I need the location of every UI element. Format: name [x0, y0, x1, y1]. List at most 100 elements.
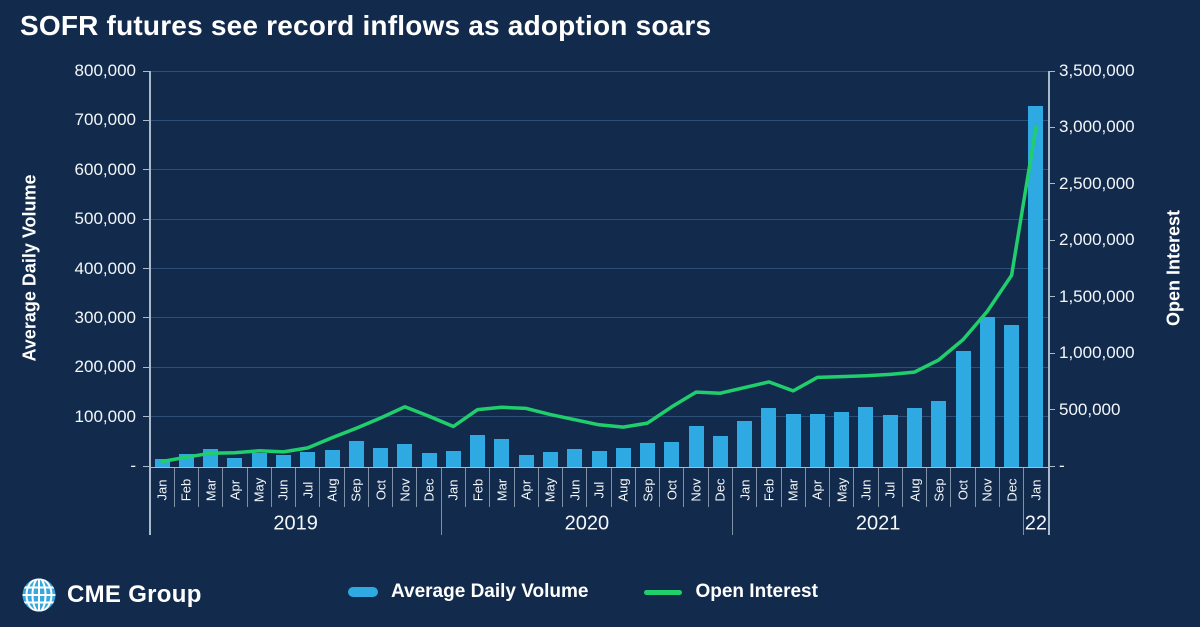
y-axis-left-tick [143, 366, 150, 368]
x-label-2020-Jan: Jan [445, 479, 461, 501]
page-title: SOFR futures see record inflows as adopt… [20, 10, 712, 41]
bar-2019-Sep [348, 441, 364, 467]
bar-2021-Apr [809, 413, 825, 467]
y-axis-left-tick-label: 100,000 [74, 406, 136, 426]
month-separator [877, 468, 879, 507]
legend-item-open-interest: Open Interest [644, 581, 818, 603]
month-separator [780, 468, 782, 507]
month-separator [513, 468, 515, 507]
month-separator [173, 468, 175, 507]
month-separator [537, 468, 539, 507]
month-separator [707, 468, 709, 507]
y-axis-right-tick-label: 500,000 [1059, 399, 1121, 419]
y-axis-left-tick-label: - [130, 456, 136, 475]
y-axis-right-line [1048, 71, 1050, 535]
month-separator [222, 468, 224, 507]
gridline [150, 366, 1048, 368]
month-separator [392, 468, 394, 507]
bar-2019-Mar [203, 448, 219, 467]
y-axis-right-tick [1048, 70, 1055, 72]
month-separator [804, 468, 806, 507]
y-axis-left-tick-label: 800,000 [74, 61, 136, 80]
y-axis-left-tick [143, 268, 150, 269]
bar-2021-Jul [882, 414, 898, 467]
y-axis-right-tick [1048, 465, 1055, 467]
x-label-2020-Nov: Nov [688, 478, 704, 502]
year-separator [731, 468, 733, 535]
bar-2019-May [251, 452, 267, 467]
y-axis-right-tick-label: 1,500,000 [1059, 286, 1135, 306]
gridline [150, 169, 1048, 171]
year-label-2021: 2021 [855, 512, 901, 535]
y-axis-left-tick [143, 317, 150, 319]
year-label-22: 22 [1024, 512, 1047, 535]
x-label-2021-Oct: Oct [955, 479, 971, 501]
month-separator [586, 468, 588, 507]
y-axis-left-tick-label: 300,000 [74, 307, 136, 327]
month-separator [343, 468, 345, 507]
x-label-2021-May: May [834, 477, 850, 503]
y-axis-right-tick [1048, 126, 1055, 128]
gridline [150, 317, 1048, 319]
y-axis-left-tick [143, 70, 150, 72]
gridline [150, 70, 1048, 72]
bar-2021-Dec [1004, 324, 1020, 467]
month-separator [853, 468, 855, 507]
year-separator [1023, 468, 1025, 535]
year-label-2020: 2020 [564, 512, 610, 535]
bar-2021-Jan [737, 421, 753, 467]
x-label-2021-Jun: Jun [858, 479, 874, 501]
year-label-2019: 2019 [273, 512, 318, 535]
bar-2021-Oct [955, 351, 971, 467]
y-axis-left-title: Average Daily Volume [19, 174, 40, 362]
bar-2020-Oct [664, 441, 680, 467]
bar-2020-Dec [712, 435, 728, 467]
y-axis-left-tick [143, 119, 150, 121]
bar-2019-Aug [324, 450, 340, 467]
month-separator [246, 468, 248, 507]
month-separator [416, 468, 418, 507]
x-label-2019-Mar: Mar [203, 478, 219, 502]
bar-2019-Jun [275, 455, 291, 467]
x-label-2019-Jul: Jul [300, 481, 316, 499]
legend-label: Open Interest [695, 581, 818, 602]
month-separator [270, 468, 272, 507]
bar-2021-Jun [858, 406, 874, 467]
bar-2020-Jul [591, 451, 607, 467]
x-label-22-Jan: Jan [1028, 479, 1044, 501]
cme-group-logo: CME Group [20, 576, 202, 614]
month-separator [950, 468, 952, 507]
month-separator [610, 468, 612, 507]
x-label-2019-Jun: Jun [275, 479, 291, 501]
y-axis-right-tick-label: 2,500,000 [1059, 173, 1135, 193]
bar-2020-Feb [470, 434, 486, 467]
bar-2019-Dec [421, 452, 437, 467]
y-axis-left-tick-label: 700,000 [74, 110, 136, 130]
x-label-2021-Nov: Nov [979, 478, 995, 502]
y-axis-left-tick-label: 500,000 [74, 209, 136, 229]
bar-22-Jan [1028, 105, 1044, 467]
bar-2020-Aug [615, 447, 631, 467]
gridline [150, 119, 1048, 121]
x-label-2019-Feb: Feb [178, 478, 194, 502]
legend: Average Daily Volume Open Interest [348, 581, 818, 603]
bar-2021-Aug [907, 407, 922, 467]
y-axis-left-line [149, 71, 151, 535]
bar-2020-Mar [494, 439, 510, 467]
bar-2019-Jul [300, 451, 316, 467]
month-separator [998, 468, 1000, 507]
x-label-2021-Jul: Jul [882, 481, 898, 499]
y-axis-right-tick-label: 2,000,000 [1059, 230, 1135, 250]
month-separator [829, 468, 831, 507]
month-separator [367, 468, 369, 507]
bar-2020-Jan [445, 451, 461, 467]
gridline [150, 268, 1048, 269]
month-separator [634, 468, 636, 507]
bar-2021-Sep [931, 401, 947, 467]
x-label-2021-Dec: Dec [1004, 478, 1020, 502]
month-separator [319, 468, 321, 507]
y-axis-right-tick-label: 3,500,000 [1059, 61, 1135, 80]
x-label-2020-Oct: Oct [664, 479, 680, 501]
y-axis-right-tick [1048, 296, 1055, 298]
